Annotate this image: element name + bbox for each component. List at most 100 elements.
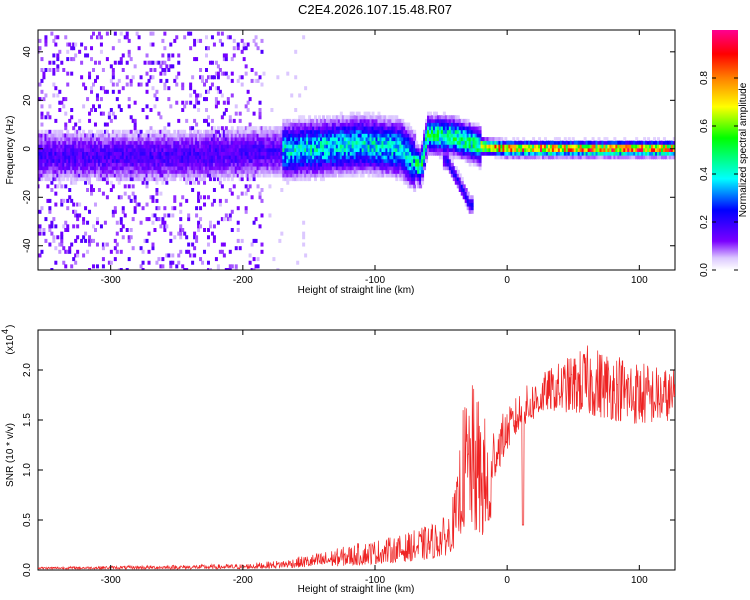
heatmap-cell: [232, 151, 236, 156]
heatmap-cell: [222, 57, 226, 62]
heatmap-cell: [135, 148, 139, 152]
heatmap-cell: [377, 148, 381, 152]
heatmap-cell: [444, 129, 448, 134]
heatmap-cell: [319, 137, 323, 142]
heatmap-cell: [373, 169, 377, 174]
heatmap-cell: [141, 206, 145, 211]
heatmap-cell: [401, 162, 405, 167]
heatmap-cell: [383, 166, 387, 171]
heatmap-cell: [123, 158, 127, 163]
heatmap-cell: [425, 122, 429, 127]
heatmap-cell: [199, 93, 203, 98]
heatmap-cell: [308, 140, 312, 145]
heatmap-cell: [88, 169, 92, 174]
heatmap-cell: [254, 42, 258, 47]
heatmap-cell: [292, 133, 296, 138]
heatmap-cell: [351, 115, 355, 120]
heatmap-cell: [76, 129, 80, 134]
heatmap-cell: [121, 173, 125, 178]
heatmap-cell: [264, 144, 268, 149]
heatmap-cell: [173, 133, 177, 138]
heatmap-cell: [310, 166, 314, 171]
heatmap-cell: [48, 209, 52, 214]
heatmap-cell: [240, 82, 244, 87]
heatmap-cell: [236, 78, 240, 83]
heatmap-cell: [331, 115, 335, 120]
heatmap-cell: [260, 155, 264, 160]
heatmap-cell: [375, 162, 379, 167]
heatmap-cell: [337, 162, 341, 167]
heatmap-cell: [488, 144, 492, 149]
heatmap-cell: [641, 140, 645, 145]
heatmap-cell: [46, 177, 50, 182]
heatmap-cell: [187, 249, 191, 254]
heatmap-cell: [427, 122, 431, 127]
heatmap-cell: [145, 180, 149, 185]
heatmap-cell: [131, 75, 135, 80]
heatmap-cell: [658, 151, 662, 156]
heatmap-cell: [296, 140, 300, 145]
heatmap-cell: [84, 206, 88, 211]
heatmap-cell: [288, 151, 292, 156]
heatmap-cell: [109, 151, 113, 156]
heatmap-cell: [99, 173, 103, 178]
heatmap-cell: [230, 93, 234, 98]
heatmap-cell: [248, 166, 252, 171]
heatmap-cell: [361, 148, 365, 152]
heatmap-cell: [161, 155, 165, 160]
heatmap-cell: [117, 144, 121, 149]
heatmap-cell: [573, 148, 577, 152]
heatmap-cell: [68, 162, 72, 167]
heatmap-cell: [583, 144, 587, 149]
heatmap-cell: [260, 213, 264, 218]
heatmap-cell: [195, 173, 199, 178]
heatmap-cell: [452, 173, 456, 178]
heatmap-cell: [159, 158, 163, 163]
heatmap-cell: [137, 166, 141, 171]
heatmap-cell: [60, 231, 64, 236]
heatmap-cell: [201, 137, 205, 142]
heatmap-cell: [284, 155, 288, 160]
heatmap-cell: [220, 173, 224, 178]
heatmap-cell: [276, 75, 280, 80]
heatmap-cell: [236, 140, 240, 145]
heatmap-cell: [339, 129, 343, 134]
heatmap-cell: [46, 162, 50, 167]
heatmap-cell: [48, 162, 52, 167]
heatmap-cell: [149, 133, 153, 138]
heatmap-cell: [177, 162, 181, 167]
heatmap-cell: [401, 122, 405, 127]
heatmap-cell: [314, 140, 318, 145]
heatmap-cell: [97, 60, 101, 65]
heatmap-cell: [272, 155, 276, 160]
heatmap-cell: [452, 151, 456, 156]
heatmap-cell: [359, 155, 363, 160]
heatmap-cell: [298, 137, 302, 142]
heatmap-cell: [468, 122, 472, 127]
heatmap-cell: [353, 173, 357, 178]
heatmap-cell: [353, 144, 357, 149]
heatmap-cell: [137, 35, 141, 40]
heatmap-cell: [165, 158, 169, 163]
heatmap-cell: [333, 151, 337, 156]
heatmap-cell: [86, 162, 90, 167]
heatmap-cell: [565, 148, 569, 152]
heatmap-cell: [206, 268, 210, 270]
heatmap-cell: [268, 173, 272, 178]
heatmap-cell: [193, 42, 197, 47]
heatmap-cell: [371, 173, 375, 178]
heatmap-cell: [133, 209, 137, 214]
heatmap-cell: [371, 129, 375, 134]
heatmap-cell: [105, 162, 109, 167]
heatmap-cell: [238, 166, 242, 171]
heatmap-cell: [276, 144, 280, 149]
heatmap-cell: [216, 31, 220, 36]
heatmap-cell: [157, 177, 161, 182]
heatmap-cell: [468, 148, 472, 152]
heatmap-cell: [101, 68, 105, 72]
heatmap-cell: [280, 133, 284, 138]
heatmap-cell: [197, 169, 201, 174]
heatmap-cell: [423, 140, 427, 145]
heatmap-cell: [72, 209, 76, 214]
heatmap-cell: [619, 155, 623, 160]
